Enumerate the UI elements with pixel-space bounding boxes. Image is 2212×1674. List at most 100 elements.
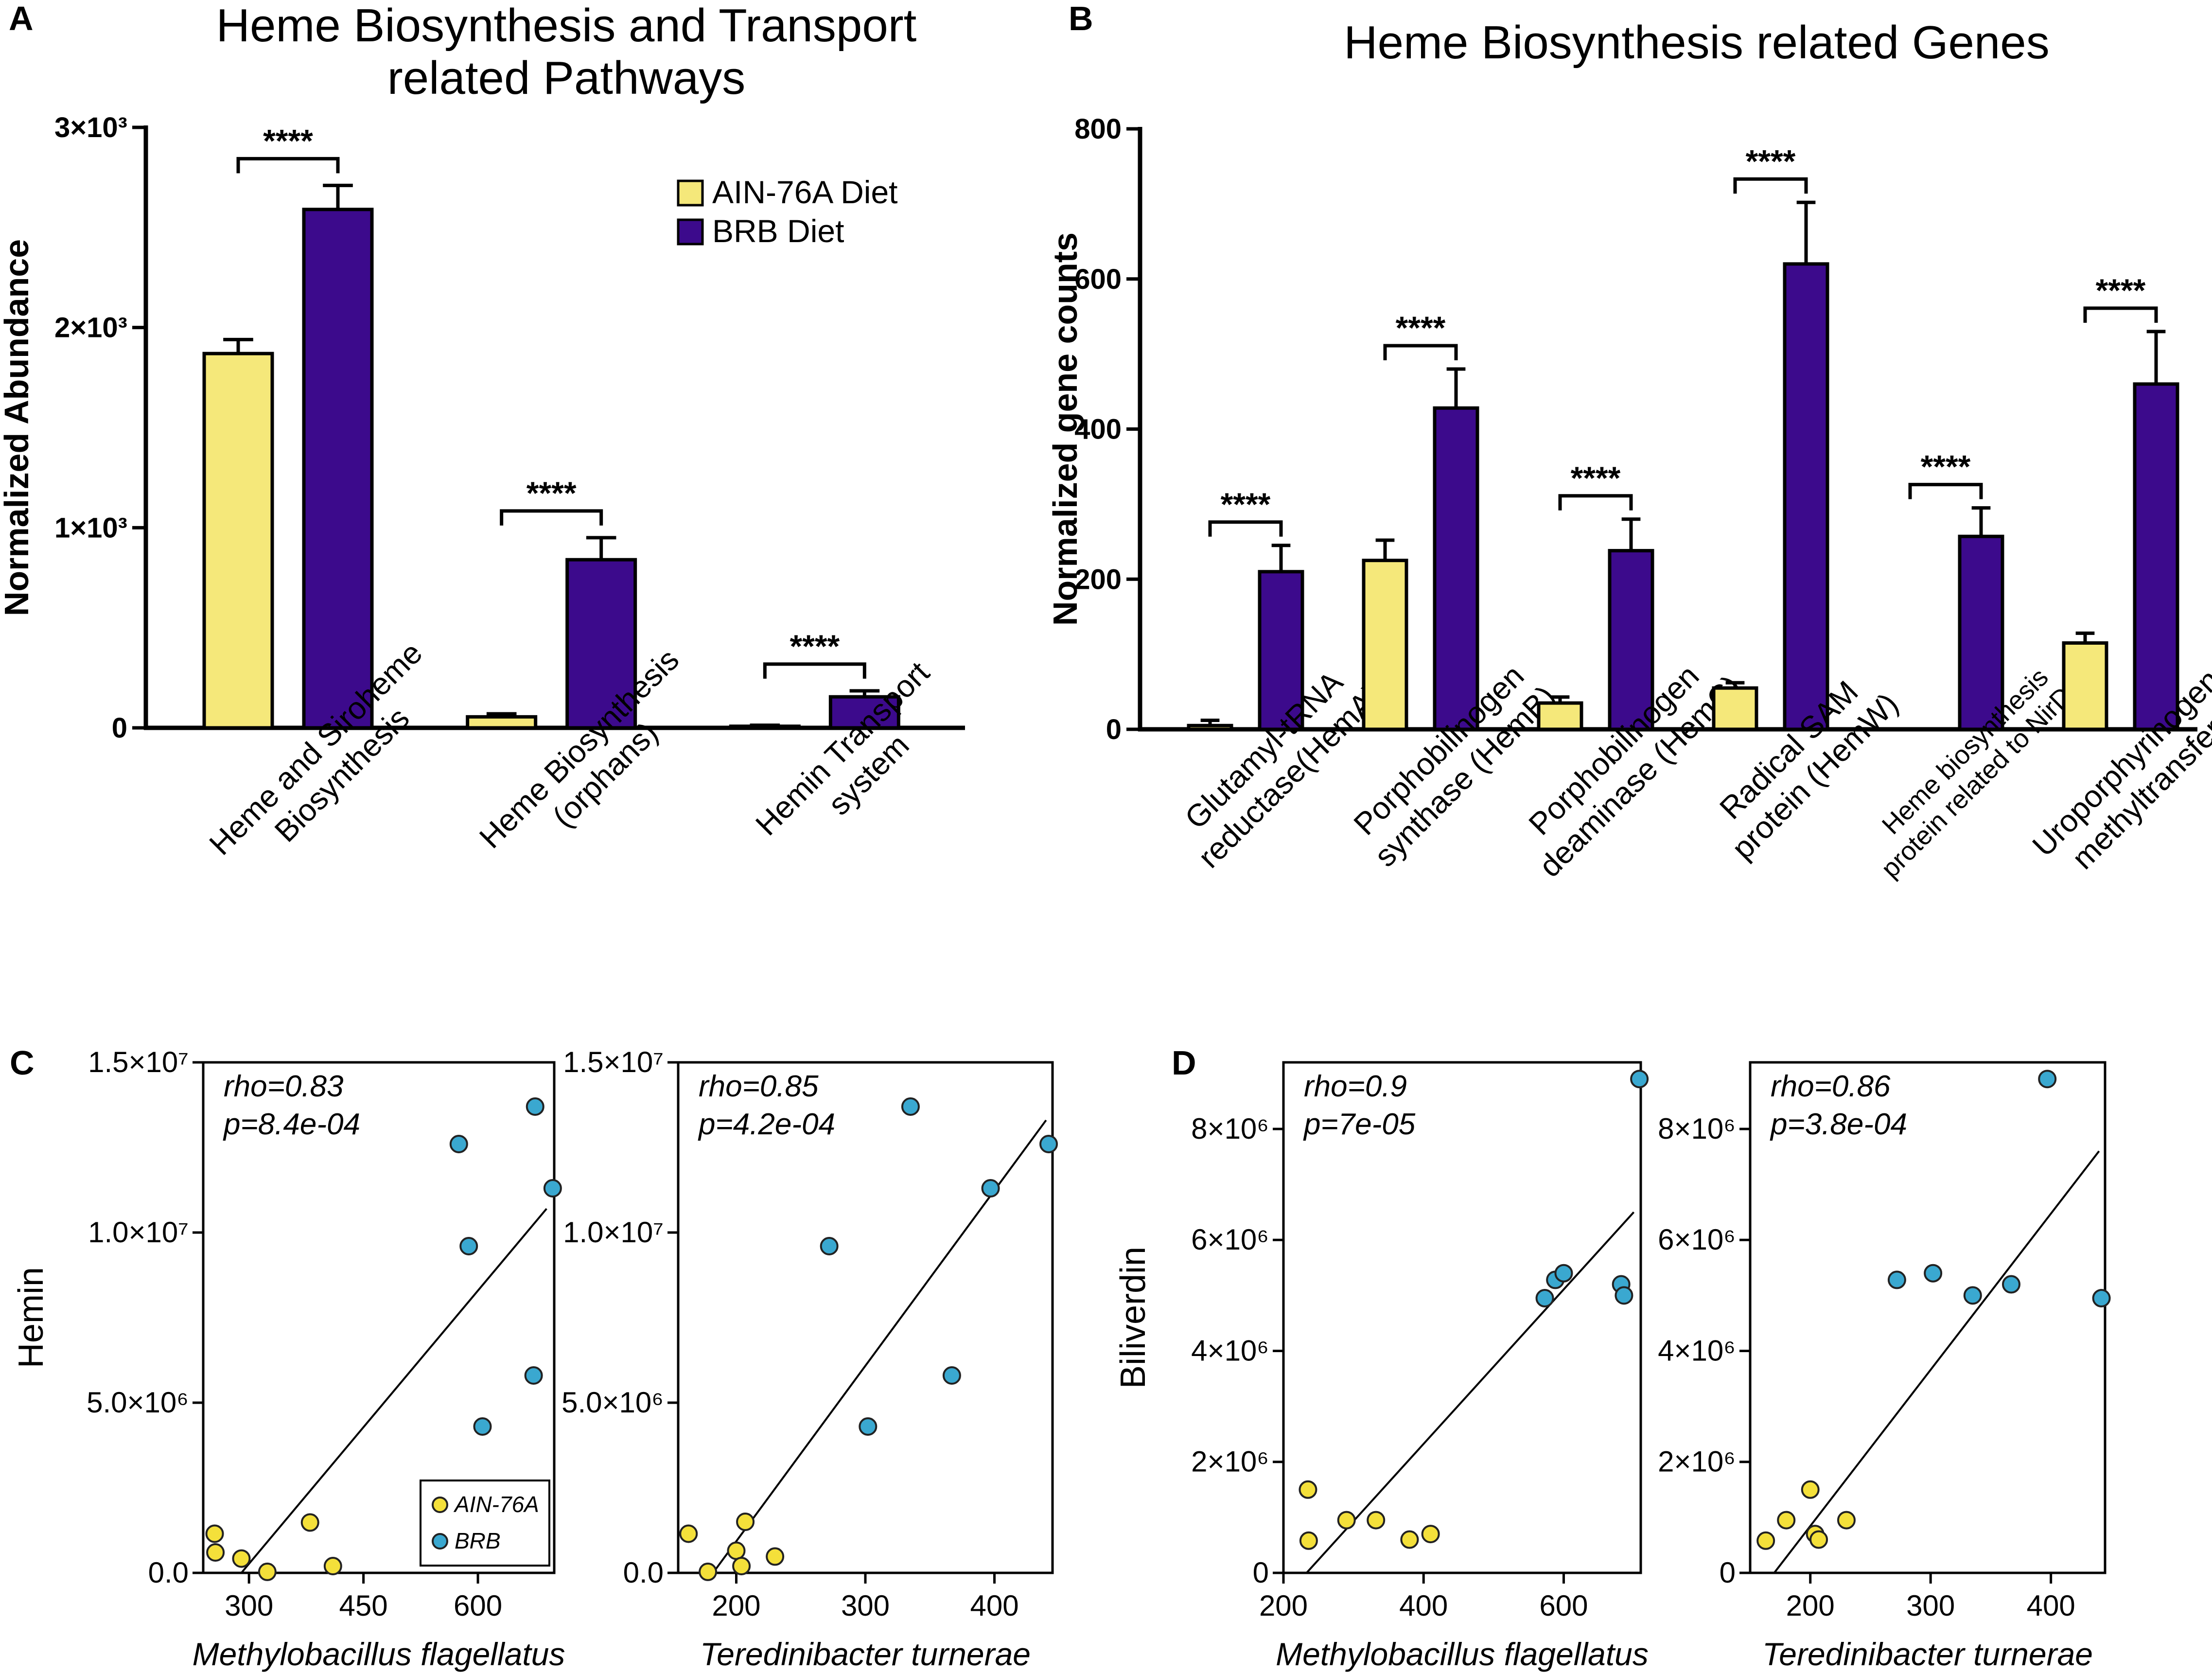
point-brb [1039, 1135, 1058, 1153]
stat-rho: rho=0.85 [699, 1070, 819, 1103]
y-tick-label: 0 [1720, 1556, 1736, 1589]
y-tick-label: 6×10⁶ [1658, 1223, 1736, 1256]
point-ain76a [1756, 1531, 1775, 1550]
y-axis-label: Hemin [12, 1267, 51, 1368]
point-brb [526, 1097, 544, 1116]
point-ain76a [1837, 1511, 1856, 1530]
plot-frame [1282, 1061, 1642, 1574]
regression-line [240, 1208, 547, 1574]
y-tick-label: 1×10³ [54, 512, 127, 544]
x-category-label: Uroporphyrinogen-IIImethyltransferase [2025, 636, 2212, 889]
bar-ain76a [202, 352, 274, 730]
y-tick-label: 600 [1074, 264, 1122, 295]
point-brb [2038, 1070, 2057, 1089]
x-tick-label: 200 [1786, 1589, 1835, 1622]
y-tick-label: 6×10⁶ [1191, 1223, 1269, 1256]
y-tick-label: 4×10⁶ [1191, 1334, 1269, 1367]
x-tick-label: 300 [225, 1589, 273, 1622]
point-ain76a [1400, 1530, 1419, 1549]
bar-ain76a [466, 715, 538, 730]
x-tick-label: 300 [841, 1589, 890, 1622]
point-ain76a [732, 1557, 751, 1575]
x-tick-label: 400 [1399, 1589, 1448, 1622]
y-tick-label: 0.0 [148, 1556, 189, 1589]
significance-bracket [2083, 306, 2158, 323]
bar-ain76a [2062, 641, 2108, 731]
y-tick-label: 0 [112, 712, 127, 744]
stat-p: p=7e-05 [1303, 1108, 1416, 1141]
y-axis-label: Biliverdin [1114, 1247, 1153, 1389]
y-tick-label: 4×10⁶ [1658, 1334, 1736, 1367]
significance-bracket [763, 662, 866, 679]
legend-label-brb: BRB [455, 1528, 501, 1553]
legend-frame [420, 1480, 550, 1567]
point-ain76a [1421, 1525, 1440, 1544]
point-brb [820, 1237, 839, 1255]
x-tick-label: 450 [339, 1589, 388, 1622]
y-tick-label: 1.5×10⁷ [563, 1046, 664, 1078]
point-brb [1615, 1286, 1633, 1305]
bar-brb [1258, 570, 1304, 731]
x-tick-label: 300 [1906, 1589, 1955, 1622]
panel-d-scatter-left: 0 2×10⁶ 4×10⁶ 6×10⁶ 8×10⁶ 200 400 600 Methylobac… [1114, 1061, 1649, 1672]
point-ain76a [1299, 1480, 1317, 1499]
y-tick-label: 1.5×10⁷ [88, 1046, 189, 1078]
point-ain76a [1809, 1530, 1828, 1549]
panel-letter-c: C [10, 1044, 35, 1082]
significance-bracket [1383, 344, 1458, 360]
y-tick-label: 5.0×10⁶ [562, 1386, 664, 1419]
bar-ain76a [1362, 559, 1408, 731]
y-tick-label: 2×10⁶ [1191, 1445, 1269, 1478]
stat-rho: rho=0.83 [224, 1070, 344, 1103]
y-tick-label: 2×10⁶ [1658, 1445, 1736, 1478]
significance-stars: **** [2096, 272, 2146, 308]
legend: AIN-76A BRB [420, 1480, 550, 1567]
significance-stars: **** [1396, 310, 1446, 346]
point-brb [859, 1417, 878, 1436]
point-brb [1535, 1289, 1554, 1308]
point-brb [543, 1179, 562, 1198]
x-axis-label: Teredinibacter turnerae [700, 1636, 1031, 1672]
point-ain76a [1777, 1511, 1796, 1530]
x-tick-label: 600 [454, 1589, 502, 1622]
point-ain76a [206, 1543, 225, 1562]
point-ain76a [258, 1562, 277, 1581]
legend-swatch-ain76a [677, 179, 704, 207]
y-tick-label: 1.0×10⁷ [563, 1216, 664, 1249]
panel-c-scatter-right: 0.0 5.0×10⁶ 1.0×10⁷ 1.5×10⁷ 200 300 400 Teredin… [562, 1046, 1058, 1672]
significance-bracket [1208, 520, 1283, 537]
plot-frame [202, 1061, 556, 1574]
bar-brb [1608, 549, 1654, 731]
point-ain76a [300, 1513, 319, 1532]
bar-brb [1783, 262, 1829, 731]
point-ain76a [727, 1541, 746, 1560]
point-brb [901, 1097, 920, 1116]
point-brb [942, 1366, 961, 1385]
legend-label-brb: BRB Diet [712, 213, 844, 249]
significance-stars: **** [1921, 449, 1971, 485]
significance-stars: **** [790, 628, 840, 664]
stat-rho: rho=0.9 [1304, 1070, 1407, 1103]
point-brb [981, 1179, 1000, 1198]
legend-label-ain76a: AIN-76A [453, 1492, 539, 1517]
point-brb [1924, 1264, 1943, 1283]
bar-brb [2133, 382, 2179, 731]
regression-line [1306, 1211, 1635, 1574]
x-category-label: Hemin Transportsystem [749, 655, 962, 868]
y-axis-title: Normalized gene counts [1046, 232, 1084, 626]
point-ain76a [1299, 1531, 1318, 1550]
significance-bracket [236, 157, 340, 174]
significance-stars: **** [1571, 460, 1621, 496]
stat-rho: rho=0.86 [1771, 1070, 1891, 1103]
y-tick-label: 400 [1074, 414, 1122, 445]
point-brb [2092, 1289, 2111, 1308]
y-axis-title: Normalized Abundance [0, 239, 35, 616]
x-tick-label: 400 [2027, 1589, 2075, 1622]
point-brb [1963, 1286, 1982, 1305]
significance-bracket [1558, 494, 1633, 511]
point-brb [449, 1135, 468, 1153]
y-tick-label: 8×10⁶ [1658, 1112, 1736, 1145]
